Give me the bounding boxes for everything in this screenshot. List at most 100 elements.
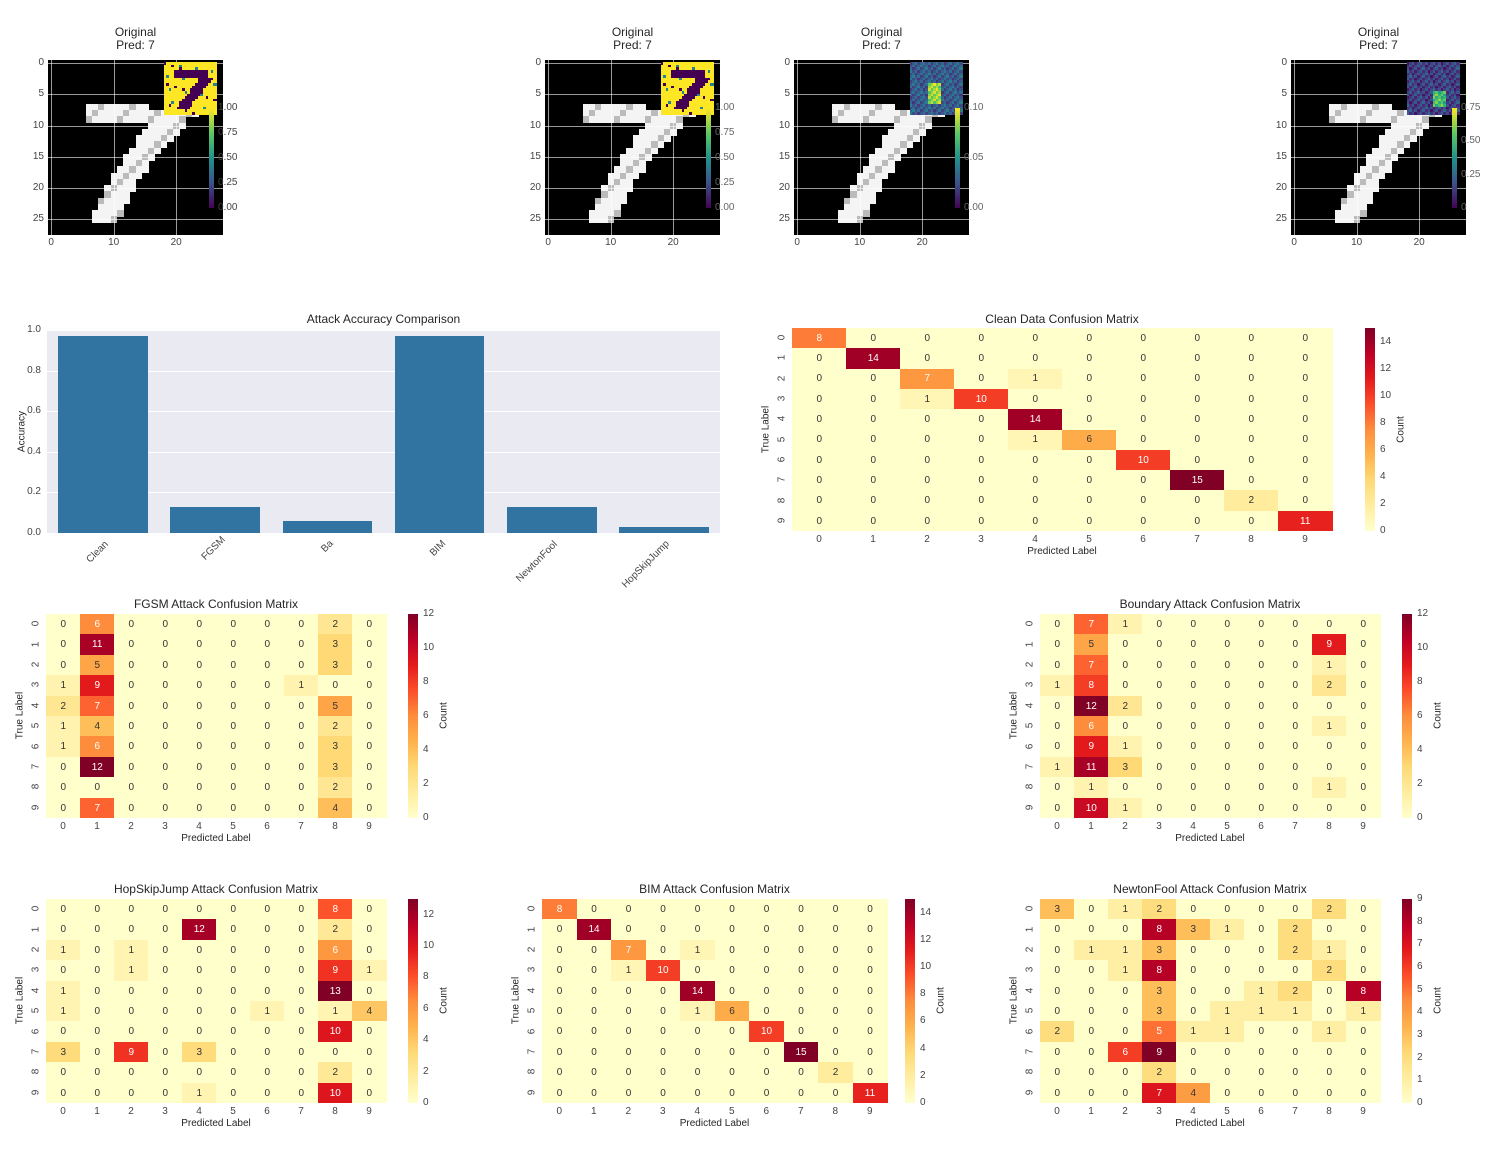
pixel: [887, 166, 895, 173]
overlay-pixel: [179, 75, 183, 79]
overlay-pixel: [933, 83, 937, 87]
overlay-pixel: [943, 67, 947, 71]
overlay-pixel: [660, 75, 664, 79]
pixel: [1366, 166, 1373, 173]
colorbar-tick: 0: [1417, 812, 1423, 823]
matrix-cell: 0: [1074, 1001, 1109, 1022]
overlay-pixel: [676, 98, 680, 102]
pixel: [850, 210, 857, 217]
overlay-pixel: [1411, 72, 1415, 76]
overlay-pixel: [189, 98, 193, 102]
overlay-pixel: [909, 80, 913, 84]
overlay-pixel: [1445, 104, 1449, 108]
bar-fgsm[interactable]: [170, 506, 261, 533]
pixel: [129, 147, 136, 155]
overlay-pixel: [697, 98, 701, 102]
overlay-pixel: [676, 111, 680, 115]
overlay-pixel: [1432, 67, 1436, 71]
pixel: [116, 110, 124, 117]
overlay-pixel: [1451, 62, 1455, 66]
matrix-cell: 0: [1008, 449, 1063, 471]
overlay-pixel: [710, 98, 714, 102]
overlay-pixel: [197, 77, 201, 81]
overlay-pixel: [671, 111, 675, 115]
overlay-pixel: [702, 67, 706, 71]
overlay-pixel: [1453, 93, 1457, 97]
overlay-pixel: [922, 69, 926, 73]
overlay-pixel: [699, 83, 703, 87]
heatmap-x-tick: 8: [1326, 821, 1332, 832]
overlay-pixel: [208, 96, 212, 100]
overlay-pixel: [678, 88, 682, 92]
bar-hopskipjump[interactable]: [619, 526, 709, 533]
overlay-pixel: [927, 101, 931, 105]
grid-line: [794, 125, 969, 127]
overlay-pixel: [938, 69, 942, 73]
gridline: [47, 411, 720, 413]
overlay-pixel: [1414, 80, 1418, 84]
pixel: [123, 166, 130, 173]
overlay-pixel: [946, 67, 950, 71]
colorbar-tick: 0: [1380, 525, 1386, 536]
overlay-pixel: [171, 111, 175, 115]
pixel: [116, 116, 124, 123]
overlay-pixel: [697, 106, 701, 110]
overlay-pixel: [668, 93, 672, 97]
pixel: [837, 103, 845, 111]
pixel: [912, 135, 920, 142]
matrix-cell: 0: [818, 919, 853, 941]
overlay-pixel: [684, 98, 688, 102]
overlay-pixel: [163, 104, 167, 108]
overlay-pixel: [917, 80, 921, 84]
matrix-cell: 6: [1074, 716, 1109, 737]
pixel: [1384, 116, 1392, 123]
overlay-pixel: [1411, 62, 1415, 66]
colorbar-tick: 6: [920, 1015, 926, 1027]
image-title-line1: Original: [1357, 25, 1400, 39]
overlay-pixel: [909, 85, 913, 89]
overlay-pixel: [954, 64, 958, 68]
matrix-cell: 0: [1224, 368, 1279, 390]
overlay-pixel: [166, 69, 170, 73]
overlay-pixel: [954, 75, 958, 79]
pixel: [900, 116, 907, 123]
overlay-pixel: [168, 75, 172, 79]
matrix-cell: 0: [852, 919, 888, 941]
overlay-pixel: [946, 75, 950, 79]
overlay-pixel: [163, 83, 167, 87]
overlay-pixel: [707, 93, 711, 97]
matrix-cell: 0: [182, 614, 217, 635]
pixel: [1378, 172, 1386, 180]
overlay-pixel: [168, 69, 172, 73]
overlay-pixel: [1406, 83, 1410, 87]
overlay-pixel: [699, 98, 703, 102]
pixel: [869, 197, 876, 205]
pixel: [1384, 147, 1392, 155]
overlay-pixel: [166, 88, 170, 92]
heatmap-y-tick: 2: [776, 375, 788, 382]
matrix-cell: 0: [80, 919, 115, 941]
overlay-pixel: [914, 80, 918, 84]
pixel: [912, 128, 920, 136]
overlay-pixel: [699, 77, 703, 81]
bar-bim[interactable]: [394, 336, 485, 533]
pixel: [894, 141, 901, 148]
overlay-pixel: [1453, 85, 1457, 89]
heatmap-x-tick: 3: [1156, 821, 1162, 832]
overlay-pixel: [197, 85, 201, 89]
pixel: [850, 203, 857, 211]
overlay-pixel: [1406, 104, 1410, 108]
matrix-cell: 0: [148, 695, 183, 717]
overlay-pixel: [1456, 83, 1460, 87]
overlay-pixel: [1443, 88, 1447, 92]
overlay-pixel: [665, 101, 669, 105]
overlay-pixel: [163, 67, 167, 71]
overlay-pixel: [205, 69, 209, 73]
pixel: [129, 110, 136, 117]
bar-newtonfool[interactable]: [506, 506, 597, 533]
overlay-pixel: [920, 90, 924, 94]
overlay-pixel: [938, 67, 942, 71]
bar-clean[interactable]: [58, 336, 148, 533]
bar-ba[interactable]: [282, 520, 373, 533]
overlay-pixel: [192, 93, 196, 97]
